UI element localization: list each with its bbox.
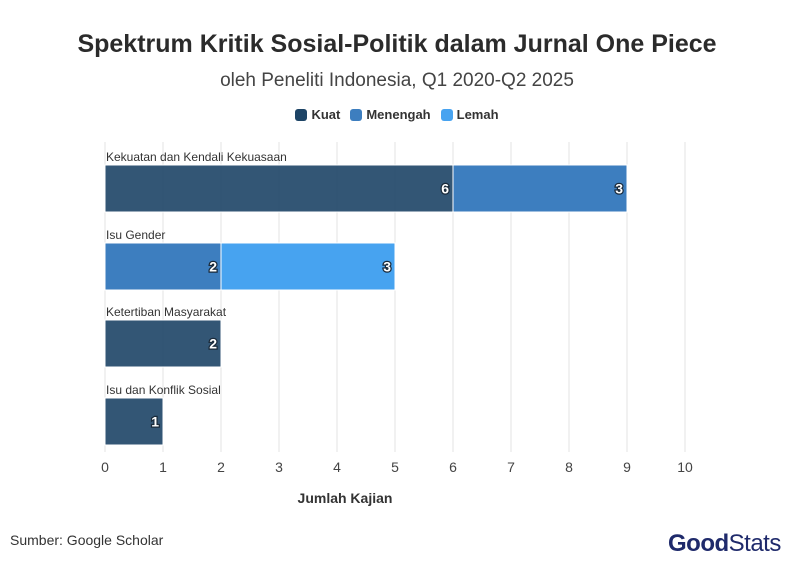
data-label: 6 [441,181,449,197]
legend-swatch [295,108,308,121]
bar-kuat [104,397,164,446]
x-tick-label: 2 [217,459,225,475]
goodstats-logo: GoodStats [668,530,781,558]
x-tick-label: 0 [101,459,109,475]
chart-subtitle: oleh Peneliti Indonesia, Q1 2020-Q2 2025 [220,70,574,91]
x-tick-label: 6 [449,459,457,475]
category-label: Ketertiban Masyarakat [106,305,227,319]
legend-item-lemah: Lemah [440,107,499,122]
bar-kuat [104,319,222,368]
legend-label: Lemah [456,107,499,122]
data-label: 2 [209,336,217,352]
x-tick-label: 7 [507,459,515,475]
bar-lemah [220,242,396,291]
x-tick-label: 5 [391,459,399,475]
bar-kuat [104,164,454,213]
bar-menengah [104,242,222,291]
source-note: Sumber: Google Scholar [10,532,164,548]
chart-title: Spektrum Kritik Sosial-Politik dalam Jur… [77,30,717,58]
x-axis-label: Jumlah Kajian [298,490,393,506]
x-tick-label: 3 [275,459,283,475]
category-label: Isu Gender [106,228,165,242]
bar-menengah [452,164,628,213]
logo-stats-text: Stats [728,530,782,557]
logo-good-text: Good [668,530,729,557]
legend-swatch [350,108,363,121]
category-label: Kekuatan dan Kendali Kekuasaan [106,150,287,164]
bar-chart: 0 1 2 3 4 5 6 7 8 9 10 Jumlah Kajian Kekuatan dan Ke… [101,142,693,506]
data-label: 2 [209,259,217,275]
x-tick-label: 8 [565,459,573,475]
x-tick-label: 1 [159,459,167,475]
legend-label: Menengah [366,107,431,122]
data-label: 3 [615,181,623,197]
x-tick-label: 9 [623,459,631,475]
data-label: 1 [151,414,159,430]
x-tick-label: 10 [677,459,693,475]
x-tick-label: 4 [333,459,341,475]
legend-item-kuat: Kuat [295,107,340,122]
legend-label: Kuat [311,107,341,122]
data-label: 3 [383,259,391,275]
category-label: Isu dan Konflik Sosial [106,383,221,397]
legend-item-menengah: Menengah [350,107,431,122]
legend: Kuat Menengah Lemah [0,107,794,122]
legend-swatch [440,108,453,121]
